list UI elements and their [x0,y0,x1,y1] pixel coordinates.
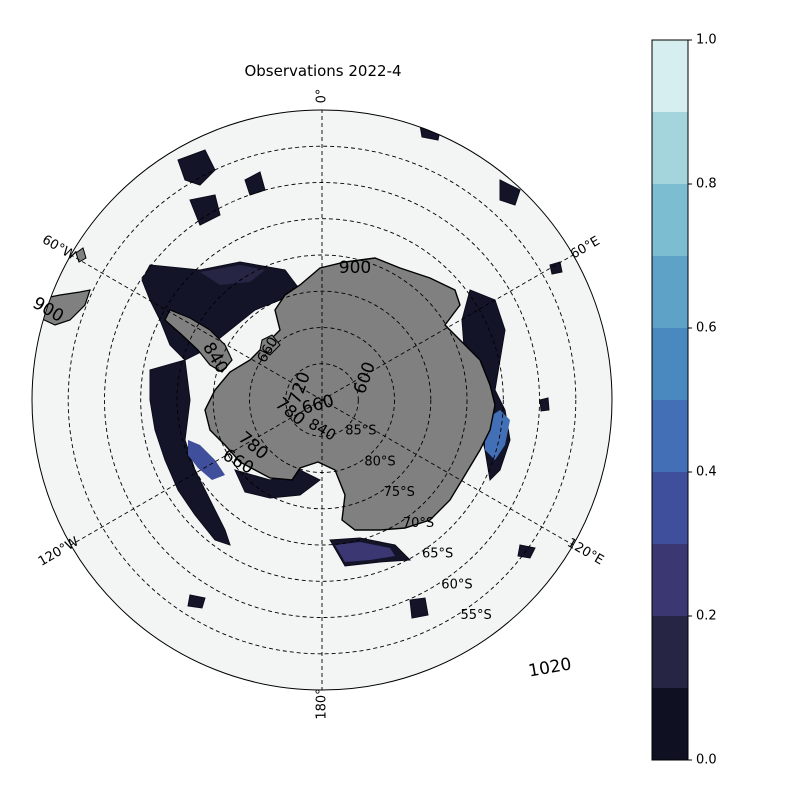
meridian-line [70,254,323,401]
latitude-circle [140,218,504,582]
colorbar-segment [652,328,688,400]
latitude-label: 85°S [345,424,376,439]
longitude-label: 120°E [564,536,606,569]
longitude-label: 60°E [568,234,603,263]
latitude-label: 55°S [461,608,492,623]
antarctic-peninsula [164,309,233,373]
colorbar-tick-label: 0.2 [696,609,717,624]
latitude-circle [67,145,577,655]
latitude-circle [176,254,468,546]
colorbar-tick-label: 0.4 [696,465,717,480]
patch-blue-west [188,440,225,480]
concentration-patches [188,265,510,562]
island-small-1 [259,334,281,356]
sea-ice-west [149,359,231,546]
latitude-label: 70°S [403,516,434,531]
colorbar-segment [652,544,688,616]
meridian-line [70,399,323,546]
antarctica-land [204,257,496,531]
colorbar-segment [652,472,688,544]
colorbar-segment [652,112,688,184]
map-content [34,110,577,690]
latitude-label: 60°S [441,578,472,593]
colorbar: 0.0 0.2 0.4 0.6 0.8 1.0 [651,33,717,768]
meridian-line [321,399,574,546]
sea-ice-scatter [187,261,563,619]
chart-title: Observations 2022-4 [244,62,402,80]
sea-ice-weddell [141,261,301,361]
map-boundary [31,109,613,691]
graticule [67,110,577,690]
latitude-label: 65°S [422,547,453,562]
colorbar-segment [652,40,688,112]
colorbar-segment [652,184,688,256]
contour-label: 900 [339,258,371,278]
patch-purple-north [200,265,265,285]
latitude-label: 75°S [384,485,415,500]
colorbar-tick-label: 0.6 [696,321,717,336]
longitude-label: 180° [315,688,330,719]
patch-blue-south [335,542,395,562]
colorbar-tick-label: 1.0 [696,33,717,48]
colorbar-segment [652,688,688,760]
longitude-label: 0° [315,89,330,104]
contour-label: 1020 [527,654,573,681]
colorbar-segment [652,616,688,688]
longitude-label: 60°W [39,233,78,264]
colorbar-segment [652,400,688,472]
colorbar-tick-label: 0.8 [696,177,717,192]
colorbar-segment [652,256,688,328]
meridian-line [321,254,574,401]
latitude-label: 80°S [364,455,395,470]
colorbar-frame [651,39,689,761]
colorbar-tick-label: 0.0 [696,753,717,768]
latitude-labels: 85°S 80°S 75°S 70°S 65°S 60°S 55°S [345,424,492,624]
